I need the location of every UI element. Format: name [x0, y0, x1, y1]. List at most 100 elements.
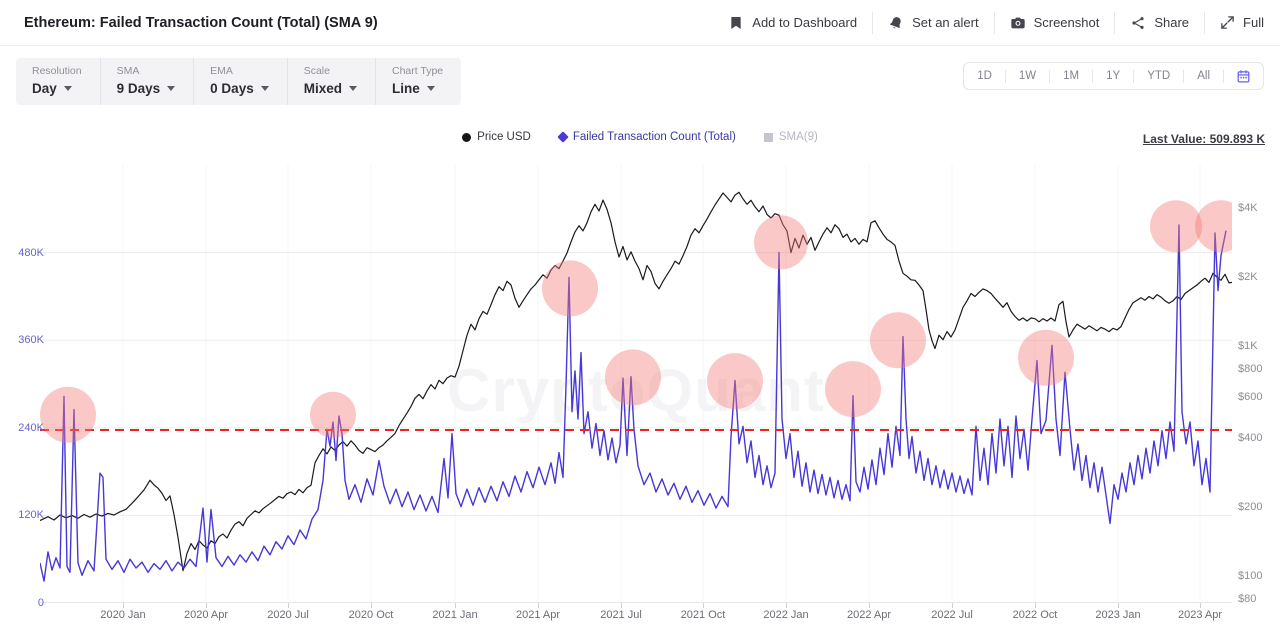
chevron-down-icon	[260, 86, 269, 91]
x-axis-tick	[288, 603, 289, 608]
x-axis-label: 2022 Oct	[1012, 609, 1058, 621]
chart-type-dropdown[interactable]: Chart Type Line	[374, 58, 461, 105]
chart-settings-toolbar: Resolution Day SMA 9 Days EMA 0 Days Scale Mixe…	[16, 58, 462, 105]
annotation-circle	[707, 353, 763, 410]
dropdown-value: Line	[391, 81, 420, 96]
left-axis-tick: 240K	[18, 421, 44, 434]
bell-icon	[888, 15, 904, 31]
legend-circle-marker	[462, 132, 472, 142]
annotation-circle	[310, 391, 356, 438]
separator	[1133, 69, 1135, 83]
x-axis-tick	[538, 603, 539, 608]
right-axis-tick: $600	[1238, 391, 1263, 404]
add-to-dashboard-button[interactable]: Add to Dashboard	[728, 15, 857, 31]
annotation-circle	[542, 260, 598, 317]
ema-dropdown[interactable]: EMA 0 Days	[193, 58, 287, 105]
chart-plot[interactable]	[39, 165, 1247, 603]
x-axis-tick	[1118, 603, 1119, 608]
x-axis-label: 2020 Jan	[100, 609, 146, 621]
x-axis-label: 2020 Jul	[267, 609, 309, 621]
chart-svg	[39, 165, 1247, 603]
x-axis-label: 2023 Apr	[1177, 609, 1223, 621]
x-axis-tick	[123, 603, 124, 608]
set-alert-button[interactable]: Set an alert	[888, 15, 979, 31]
annotation-circle	[1150, 200, 1202, 253]
x-axis-tick	[455, 603, 456, 608]
left-axis-tick: 480K	[18, 246, 44, 259]
share-button[interactable]: Share	[1130, 15, 1189, 31]
action-label: Add to Dashboard	[752, 15, 858, 30]
chevron-down-icon	[63, 86, 72, 91]
dropdown-value: Day	[32, 81, 57, 96]
separator	[1204, 11, 1206, 34]
left-axis-tick: 360K	[18, 334, 44, 347]
range-all-button[interactable]: All	[1197, 70, 1210, 82]
header-actions: Add to Dashboard Set an alert Screenshot Sh…	[728, 11, 1264, 34]
x-axis-label: 2020 Apr	[183, 609, 229, 621]
x-axis-label: 2021 Jul	[600, 609, 642, 621]
separator	[1183, 69, 1185, 83]
failed-tx-line	[39, 224, 1227, 582]
left-axis-tick: 0	[37, 597, 44, 609]
separator	[1223, 69, 1224, 83]
x-axis-label: 2022 Jul	[931, 609, 973, 621]
right-axis-tick: $100	[1238, 570, 1263, 583]
chart-legend: Price USD Failed Transaction Count (Total…	[0, 131, 1280, 143]
range-ytd-button[interactable]: YTD	[1147, 70, 1171, 82]
right-axis-tick: $4K	[1238, 202, 1258, 214]
range-1w-button[interactable]: 1W	[1018, 70, 1037, 82]
annotation-circle	[1018, 329, 1074, 386]
calendar-icon[interactable]	[1224, 63, 1263, 89]
x-axis-tick	[1035, 603, 1036, 608]
x-axis-tick	[952, 603, 953, 608]
range-1m-button[interactable]: 1M	[1063, 70, 1080, 82]
legend-diamond-marker	[557, 131, 569, 143]
dropdown-label: Chart Type	[391, 65, 444, 77]
annotation-circle	[825, 361, 881, 418]
fullscreen-button[interactable]: Full	[1220, 15, 1264, 30]
x-axis-label: 2020 Oct	[348, 609, 394, 621]
last-value-link[interactable]: Last Value: 509.893 K	[1142, 132, 1265, 146]
separator	[1049, 69, 1051, 83]
chevron-down-icon	[348, 86, 357, 91]
right-axis-tick: $400	[1238, 432, 1263, 444]
x-axis-tick	[1200, 603, 1201, 608]
chevron-down-icon	[426, 86, 435, 91]
separator	[993, 11, 995, 34]
chevron-down-icon	[167, 86, 176, 91]
action-label: Share	[1154, 15, 1190, 30]
action-label: Screenshot	[1033, 15, 1100, 30]
camera-icon	[1010, 15, 1026, 31]
x-axis-tick	[206, 603, 207, 608]
legend-label: Price USD	[477, 131, 531, 143]
screenshot-button[interactable]: Screenshot	[1010, 15, 1100, 31]
header: Ethereum: Failed Transaction Count (Tota…	[0, 0, 1280, 46]
annotation-circle	[1195, 200, 1247, 253]
legend-item-circle[interactable]: Price USD	[462, 131, 531, 143]
right-axis-tick: $80	[1238, 592, 1257, 605]
x-axis-label: 2021 Apr	[515, 609, 561, 621]
dropdown-value: 9 Days	[116, 81, 161, 96]
x-axis-tick	[786, 603, 787, 608]
scale-dropdown[interactable]: Scale Mixed	[286, 58, 375, 105]
sma-dropdown[interactable]: SMA 9 Days	[99, 58, 194, 105]
action-label: Full	[1243, 15, 1264, 30]
resolution-dropdown[interactable]: Resolution Day	[16, 58, 100, 105]
x-axis: 2020 Jan 2020 Apr 2020 Jul 2020 Oct 2021 Jan…	[40, 609, 1232, 625]
legend-item-square[interactable]: SMA(9)	[763, 131, 818, 143]
annotation-circle	[754, 215, 808, 270]
range-1d-button[interactable]: 1D	[977, 70, 992, 82]
range-1y-button[interactable]: 1Y	[1106, 70, 1121, 82]
dropdown-label: Resolution	[32, 65, 82, 77]
left-axis: 0 120K 240K 360K 480K	[0, 165, 46, 609]
annotation-circle	[870, 312, 926, 369]
legend-label: SMA(9)	[778, 131, 818, 143]
legend-item-diamond[interactable]: Failed Transaction Count (Total)	[557, 131, 736, 143]
page-title: Ethereum: Failed Transaction Count (Tota…	[24, 14, 378, 31]
legend-square-marker	[763, 132, 773, 142]
x-axis-label: 2021 Oct	[680, 609, 726, 621]
legend-label: Failed Transaction Count (Total)	[572, 131, 736, 143]
dropdown-value: Mixed	[303, 81, 342, 96]
separator	[1004, 69, 1006, 83]
